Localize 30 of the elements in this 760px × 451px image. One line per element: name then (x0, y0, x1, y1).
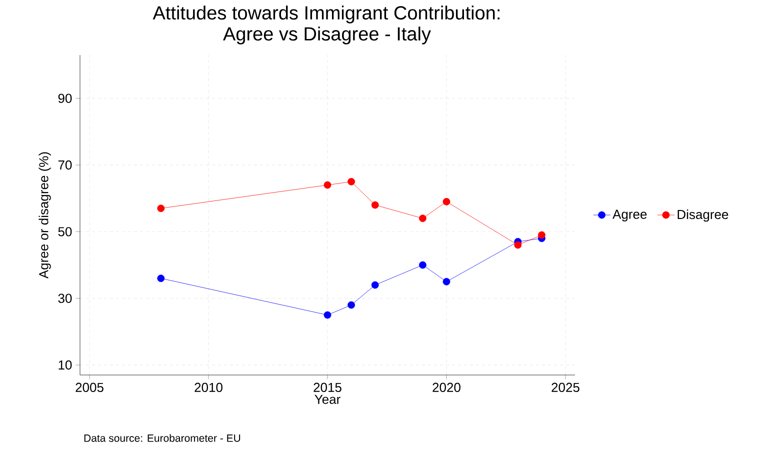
point (442, 198, 450, 206)
point (348, 301, 356, 309)
point (157, 274, 165, 282)
x-tick-label: 2005 (76, 382, 104, 392)
point (324, 181, 332, 189)
y-tick-label: 70 (58, 160, 72, 170)
point (348, 178, 356, 186)
point (157, 204, 165, 212)
x-tick-label: 2025 (552, 382, 580, 392)
x-axis-title: Year (314, 394, 340, 404)
point (418, 214, 426, 222)
legend-label: Agree (612, 210, 647, 222)
x-tick-label: 2015 (314, 382, 342, 392)
point (514, 241, 522, 249)
y-tick-label: 90 (58, 94, 72, 103)
point (371, 281, 379, 289)
legend-label: Disagree (678, 210, 728, 222)
point (371, 201, 379, 209)
y-tick-label: 30 (58, 294, 72, 303)
y-axis-title: Agree or disagree (%) (38, 152, 51, 279)
point (538, 231, 546, 239)
x-tick-label: 2020 (432, 382, 460, 392)
x-tick-label: 2010 (194, 382, 222, 392)
y-tick-label: 10 (58, 360, 72, 370)
y-tick-label: 50 (58, 227, 72, 236)
source-note: Data source: Eurobarometer - EU (84, 434, 240, 442)
chart-title: Attitudes towards Immigrant Contribution: Agree vs Disagree - Italy (152, 6, 500, 44)
point (324, 311, 332, 319)
point (442, 278, 450, 286)
point (418, 261, 426, 269)
